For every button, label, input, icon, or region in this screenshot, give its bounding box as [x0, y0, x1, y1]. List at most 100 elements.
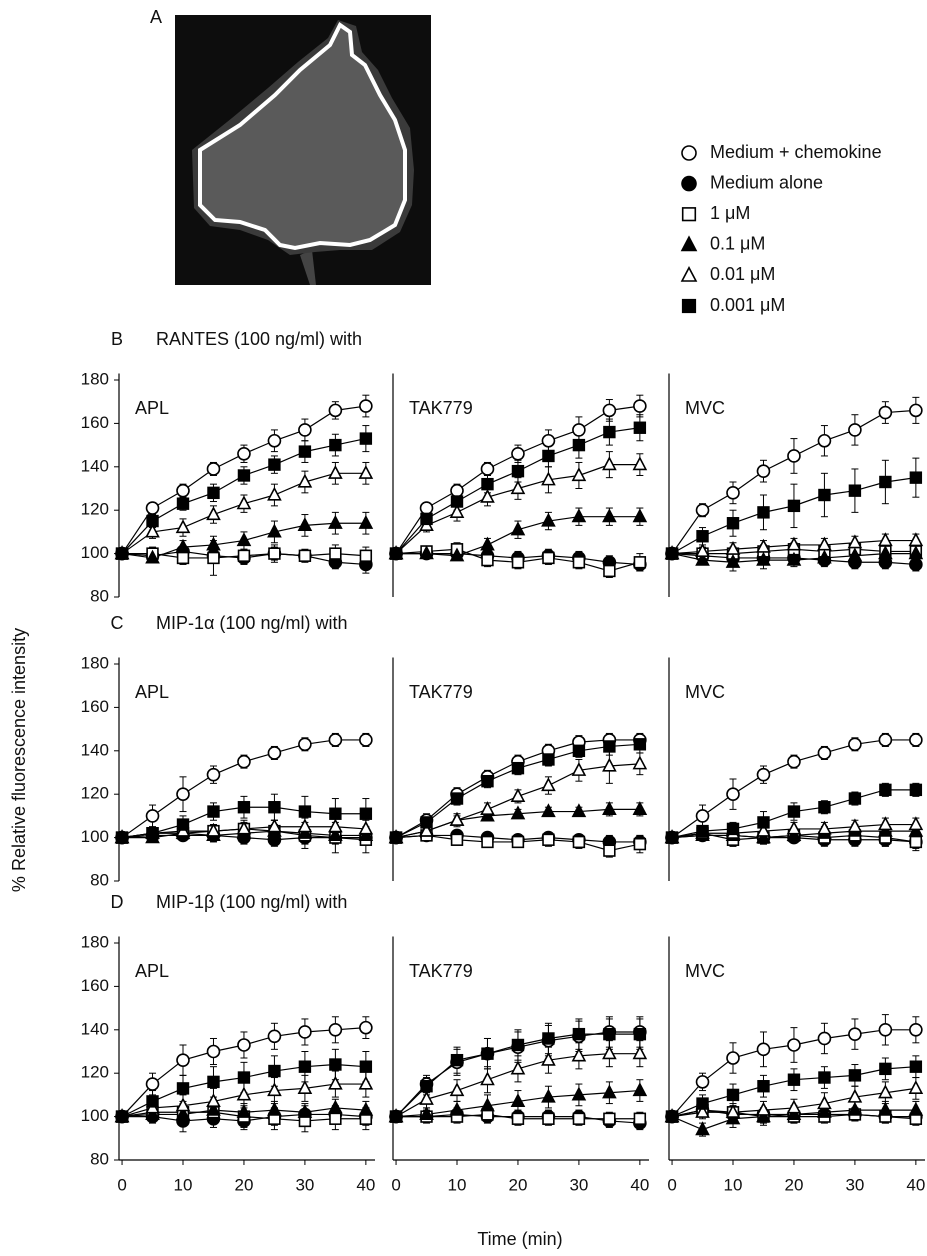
data-point: [788, 756, 800, 768]
data-point: [667, 832, 678, 843]
data-point: [300, 550, 311, 561]
data-point: [574, 557, 585, 568]
y-axis-label: % Relative fluorescence intensity: [9, 628, 29, 892]
x-tick-label: 40: [906, 1175, 925, 1194]
data-point: [819, 802, 830, 813]
data-point: [667, 548, 678, 559]
panel-title: APL: [135, 682, 169, 702]
data-point: [849, 424, 861, 436]
data-point: [697, 826, 708, 837]
y-tick-label: 80: [90, 586, 109, 605]
data-point: [421, 1081, 432, 1092]
panel-title: MVC: [685, 961, 725, 981]
data-point: [910, 1103, 922, 1114]
data-point: [329, 1101, 341, 1112]
data-point: [329, 734, 341, 746]
y-tick-label: 80: [90, 870, 109, 889]
row-label: D: [111, 892, 124, 912]
data-point: [543, 451, 554, 462]
data-point: [329, 404, 341, 416]
data-point: [910, 818, 922, 829]
x-tick-label: 30: [569, 1175, 588, 1194]
data-point: [542, 779, 554, 790]
data-point: [542, 435, 554, 447]
data-point: [329, 1077, 341, 1088]
data-point: [634, 1113, 645, 1124]
data-point: [789, 500, 800, 511]
data-point: [574, 1029, 585, 1040]
legend-marker: [683, 300, 696, 313]
data-point: [481, 463, 493, 475]
data-point: [603, 1047, 615, 1058]
data-point: [850, 485, 861, 496]
data-point: [239, 1072, 250, 1083]
data-point: [849, 738, 861, 750]
data-point: [177, 1054, 189, 1066]
data-point: [391, 548, 402, 559]
panel-title: APL: [135, 961, 169, 981]
data-point: [330, 1113, 341, 1124]
data-point: [573, 424, 585, 436]
data-point: [147, 1096, 158, 1107]
data-point: [879, 534, 891, 545]
data-point: [910, 1082, 922, 1093]
row-title: MIP-1α (100 ng/ml) with: [156, 613, 347, 633]
data-point: [329, 517, 341, 528]
data-point: [207, 1046, 219, 1058]
data-point: [603, 404, 615, 416]
data-point: [574, 440, 585, 451]
data-point: [452, 834, 463, 845]
x-tick-label: 40: [630, 1175, 649, 1194]
legend-marker: [683, 208, 696, 221]
data-point: [360, 1077, 372, 1088]
data-point: [207, 463, 219, 475]
data-point: [634, 510, 646, 521]
data-point: [360, 1061, 371, 1072]
y-tick-label: 100: [81, 1106, 109, 1125]
legend-marker: [682, 237, 696, 250]
data-point: [421, 817, 432, 828]
data-point: [727, 487, 739, 499]
panel: MVC: [666, 657, 922, 881]
data-point: [604, 1113, 615, 1124]
data-point: [634, 739, 645, 750]
data-point: [634, 1047, 646, 1058]
data-point: [239, 550, 250, 561]
data-point: [360, 1022, 372, 1034]
data-point: [574, 837, 585, 848]
data-point: [879, 734, 891, 746]
data-point: [299, 738, 311, 750]
data-point: [238, 1039, 250, 1051]
data-point: [543, 553, 554, 564]
data-point: [757, 465, 769, 477]
data-point: [117, 1111, 128, 1122]
data-point: [452, 496, 463, 507]
data-point: [481, 538, 493, 549]
data-point: [268, 488, 280, 499]
data-point: [727, 788, 739, 800]
x-tick-label: 0: [667, 1175, 676, 1194]
y-tick-label: 160: [81, 697, 109, 716]
data-point: [604, 845, 615, 856]
data-point: [269, 802, 280, 813]
data-point: [513, 466, 524, 477]
panel: APL80100120140160180010203040: [81, 932, 376, 1194]
data-point: [910, 837, 921, 848]
data-point: [757, 769, 769, 781]
data-point: [268, 435, 280, 447]
panel: APL80100120140160180: [81, 653, 372, 889]
data-point: [788, 450, 800, 462]
data-point: [391, 1111, 402, 1122]
legend-label: 0.001 μM: [710, 295, 785, 315]
y-tick-label: 180: [81, 932, 109, 951]
data-point: [634, 400, 646, 412]
y-tick-label: 140: [81, 740, 109, 759]
data-point: [543, 834, 554, 845]
data-point: [391, 832, 402, 843]
data-point: [452, 793, 463, 804]
data-point: [910, 404, 922, 416]
data-point: [543, 1113, 554, 1124]
panel-title: APL: [135, 398, 169, 418]
data-point: [482, 555, 493, 566]
data-point: [879, 1024, 891, 1036]
